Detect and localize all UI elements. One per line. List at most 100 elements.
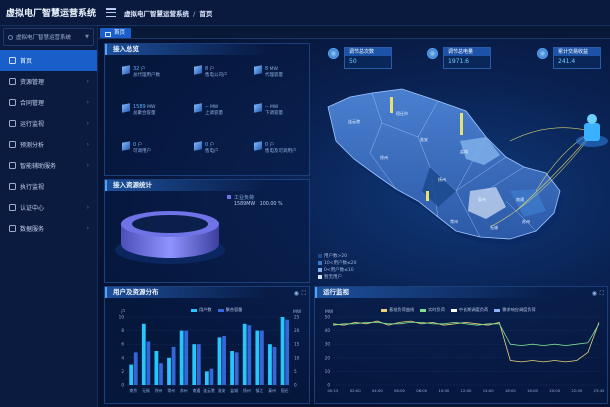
y-tick-label-right: 10: [294, 355, 300, 360]
kpi-label: 总代理用户数: [133, 73, 160, 78]
kpi-item: -- MW 下调容量: [254, 103, 283, 116]
sidebar-item-8[interactable]: 数据服务 ›: [0, 218, 97, 239]
x-tick-label: 无锡: [142, 388, 150, 393]
legend-swatch: [191, 308, 197, 312]
legend-swatch: [318, 253, 322, 258]
kpi-unit: 户: [209, 67, 215, 72]
x-tick-label: 盐城: [230, 388, 238, 393]
bar-聚合容量: [209, 368, 214, 385]
series-line-实时负荷: [332, 321, 600, 347]
sidebar-item-3[interactable]: 运行监视 ›: [0, 113, 97, 134]
y-tick-label-right: 25: [294, 315, 300, 320]
bar-用户数: [167, 357, 171, 385]
bar-聚合容量: [247, 325, 252, 385]
kpi-item: -- MW 上调容量: [194, 103, 223, 116]
bar-聚合容量: [146, 341, 151, 385]
sidebar-item-label: 执行监视: [20, 184, 45, 191]
kpi-value: 8: [205, 66, 209, 72]
fullscreen-icon[interactable]: ⛶: [301, 290, 306, 297]
y-tick-label-left: 6: [121, 342, 124, 347]
distribution-panel: 用户及资源分布 用户数 聚合容量 ◉ ⛶ 户 MW 0 2 4 6 8 10 0 5 10 15 20 25…: [104, 286, 310, 404]
sidebar-item-2[interactable]: 合同管理 ›: [0, 92, 97, 113]
resource-legend-pct: 100.00 %: [259, 202, 283, 207]
sidebar-item-1[interactable]: 资源管理 ›: [0, 71, 97, 92]
ring-hole: [132, 215, 208, 233]
svg-text:宿迁市: 宿迁市: [396, 110, 408, 116]
bar-用户数: [204, 371, 209, 385]
y-tick-label-left: 4: [121, 355, 124, 360]
x-tick-label: 12:00: [461, 388, 473, 393]
kpi-value: 32: [133, 66, 140, 72]
kpi-item: 8 户售电公司户: [194, 65, 228, 78]
bar-聚合容量: [285, 319, 290, 385]
tab-home[interactable]: 首页: [100, 28, 132, 38]
legend-swatch: [450, 308, 457, 312]
y-tick-label: 0: [327, 383, 330, 388]
distribution-title: 用户及资源分布: [105, 287, 309, 298]
cube-icon: [122, 103, 130, 113]
chevron-right-icon: ›: [86, 120, 89, 127]
kpi-label: 总聚合容量: [133, 111, 156, 116]
y-axis-label: MW: [325, 309, 334, 315]
bar-用户数: [129, 364, 134, 385]
map-region-mid: [510, 189, 546, 217]
x-tick-label: 泰州: [268, 388, 276, 393]
kpi-value: 0: [205, 142, 209, 148]
sidebar-item-label: 运行监视: [20, 121, 45, 128]
line-chart: MW 0 10 20 30 40 50 00:15 02:00 04:00 06:00 08:00 10…: [325, 309, 605, 393]
map-legend-item: 0<用户数≤10: [318, 267, 357, 274]
legend-label: 实时负荷: [428, 307, 445, 312]
sidebar-item-label: 预测分析: [20, 142, 45, 149]
overview-title: 接入总览: [105, 44, 309, 55]
x-tick-label: 徐州: [155, 388, 163, 393]
kpi-label: 售电及可调用户: [265, 149, 297, 154]
monitor-legend: 基准负荷曲线 实时负荷 中长期调度负荷 需求响应调度负荷: [375, 307, 536, 313]
kpi-item: 32 户总代理用户数: [122, 65, 160, 78]
kpi-value: 0: [265, 142, 269, 148]
monitor-fullscreen-icon[interactable]: ⛶: [599, 290, 604, 297]
system-select[interactable]: 虚拟电厂智慧运营系统 ▼: [3, 28, 94, 46]
breadcrumb-root[interactable]: 虚拟电厂智慧运营系统: [124, 9, 189, 18]
chevron-right-icon: ›: [86, 141, 89, 148]
bar-用户数: [192, 344, 197, 385]
x-tick-label: 扬州: [243, 388, 251, 393]
y-tick-label: 10: [325, 369, 331, 374]
sidebar-item-5[interactable]: 智能辅助服务 ›: [0, 155, 97, 176]
legend-label: 10<用户数≤20: [324, 261, 357, 266]
kpi-label: 代理容量: [265, 73, 283, 78]
resource-legend-values: 1589MW 100.00 %: [234, 202, 283, 207]
resource-legend-label: 工业负荷: [234, 195, 255, 201]
y-axis-label-left: 户: [121, 308, 126, 315]
sidebar: 虚拟电厂智慧运营系统 ▼ 首页 资源管理 › 合同管理 › 运行监视 › 预测分析 › 智能辅助服…: [0, 26, 98, 407]
legend-label: 暂无用户: [324, 275, 342, 280]
sidebar-item-7[interactable]: 认证中心 ›: [0, 197, 97, 218]
sidebar-item-label: 资源管理: [20, 79, 45, 86]
y-tick-label-right: 15: [294, 342, 300, 347]
eye-icon[interactable]: ◉: [293, 290, 299, 297]
y-tick-label-left: 0: [121, 383, 124, 388]
bar-聚合容量: [171, 346, 176, 385]
y-axis-label-right: MW: [293, 309, 302, 315]
sidebar-item-6[interactable]: 执行监视: [0, 176, 97, 197]
menu-icon: [9, 99, 16, 106]
map-stat-box: 调节总次数 50: [344, 47, 392, 69]
sidebar-item-0[interactable]: 首页: [0, 50, 97, 71]
bar-用户数: [154, 351, 159, 385]
sidebar-item-4[interactable]: 预测分析 ›: [0, 134, 97, 155]
svg-text:淮安: 淮安: [420, 136, 428, 142]
menu-collapse-icon[interactable]: [106, 8, 116, 17]
legend-swatch: [381, 308, 387, 312]
y-tick-label-left: 8: [121, 328, 124, 333]
sidebar-item-label: 合同管理: [20, 100, 45, 107]
legend-swatch: [217, 308, 224, 312]
kpi-label: 售电公司户: [205, 73, 228, 78]
monitor-eye-icon[interactable]: ◉: [591, 290, 597, 297]
x-tick-label: 镇江: [256, 388, 264, 393]
sidebar-item-label: 认证中心: [20, 205, 45, 212]
map-stat-box: 累计交易收益 241.4: [553, 47, 601, 69]
tab-bar: 首页: [98, 26, 610, 39]
kpi-item: 1589 MW 总聚合容量: [122, 103, 156, 116]
map-bar-1: [390, 97, 393, 113]
